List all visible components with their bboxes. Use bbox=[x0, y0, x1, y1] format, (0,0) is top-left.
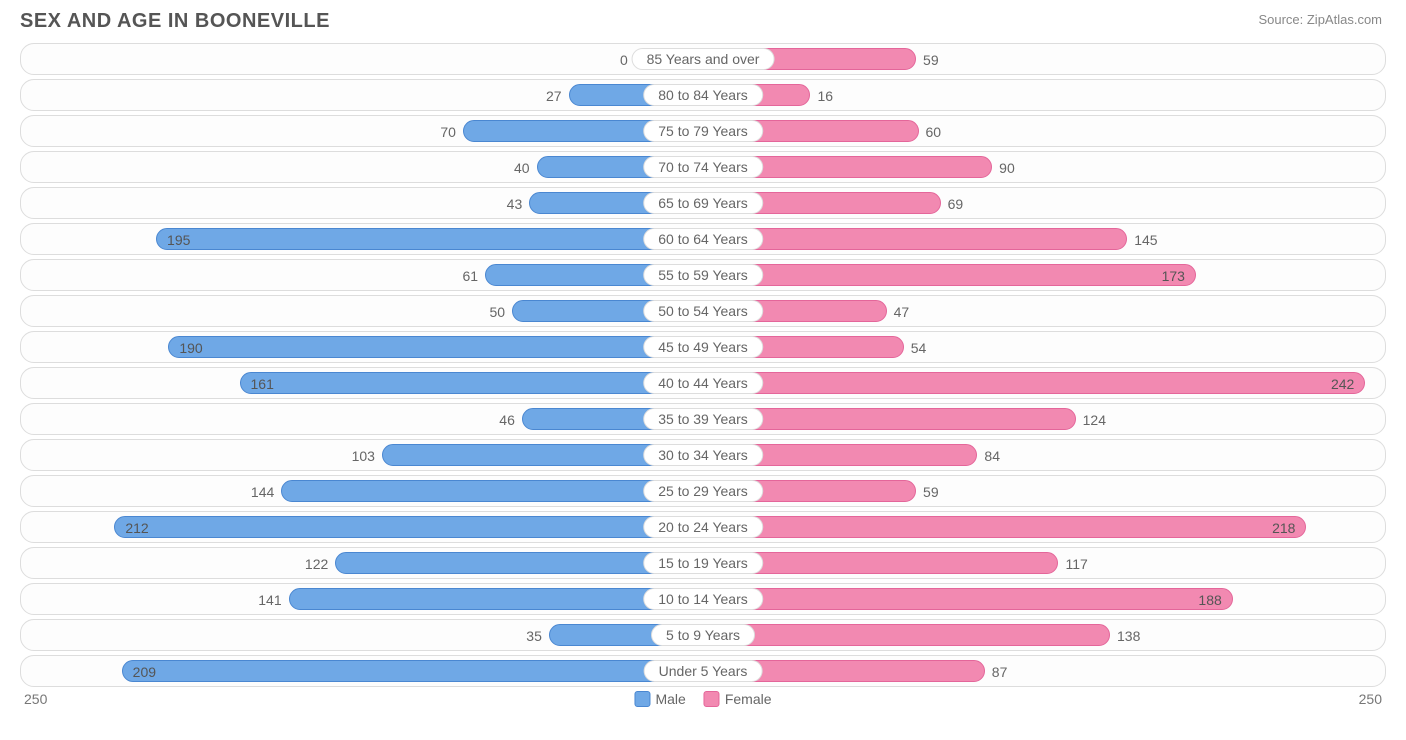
legend-label-female: Female bbox=[725, 691, 772, 707]
legend-swatch-female bbox=[704, 691, 720, 707]
age-label: 65 to 69 Years bbox=[643, 192, 763, 214]
male-value: 161 bbox=[251, 373, 274, 395]
male-value: 141 bbox=[258, 589, 289, 611]
legend-item-male: Male bbox=[634, 691, 685, 707]
age-row: 190 54 45 to 49 Years bbox=[20, 331, 1386, 363]
female-value: 69 bbox=[940, 193, 964, 215]
age-row: 46 124 35 to 39 Years bbox=[20, 403, 1386, 435]
female-bar: 138 bbox=[703, 624, 1110, 646]
age-label: 50 to 54 Years bbox=[643, 300, 763, 322]
axis-max-right: 250 bbox=[1359, 691, 1382, 707]
age-label: 85 Years and over bbox=[632, 48, 775, 70]
axis-and-legend-row: 250 250 Male Female bbox=[20, 691, 1386, 715]
male-value: 35 bbox=[526, 625, 550, 647]
age-row: 70 60 75 to 79 Years bbox=[20, 115, 1386, 147]
age-row: 61 173 55 to 59 Years bbox=[20, 259, 1386, 291]
age-label: 25 to 29 Years bbox=[643, 480, 763, 502]
legend-label-male: Male bbox=[655, 691, 685, 707]
age-label: 35 to 39 Years bbox=[643, 408, 763, 430]
age-label: 5 to 9 Years bbox=[651, 624, 755, 646]
population-pyramid-chart: 05985 Years and over271680 to 84 Years70… bbox=[20, 43, 1386, 687]
age-row: 50 47 50 to 54 Years bbox=[20, 295, 1386, 327]
age-row: 122 117 15 to 19 Years bbox=[20, 547, 1386, 579]
age-label: 15 to 19 Years bbox=[643, 552, 763, 574]
axis-max-left: 250 bbox=[24, 691, 47, 707]
male-value: 40 bbox=[514, 157, 538, 179]
age-row: 209 87 Under 5 Years bbox=[20, 655, 1386, 687]
male-bar: 195 bbox=[156, 228, 703, 250]
age-row: 212 218 20 to 24 Years bbox=[20, 511, 1386, 543]
male-bar: 209 bbox=[122, 660, 703, 682]
female-bar: 145 bbox=[703, 228, 1127, 250]
age-label: 40 to 44 Years bbox=[643, 372, 763, 394]
male-value: 27 bbox=[546, 85, 570, 107]
male-value: 43 bbox=[507, 193, 531, 215]
female-value: 47 bbox=[886, 301, 910, 323]
male-value: 103 bbox=[352, 445, 383, 467]
female-value: 87 bbox=[984, 661, 1008, 683]
age-row: 144 59 25 to 29 Years bbox=[20, 475, 1386, 507]
age-label: Under 5 Years bbox=[644, 660, 763, 682]
age-row: 103 84 30 to 34 Years bbox=[20, 439, 1386, 471]
female-value: 16 bbox=[809, 85, 833, 107]
age-row: 43 69 65 to 69 Years bbox=[20, 187, 1386, 219]
female-value: 60 bbox=[918, 121, 942, 143]
female-value: 117 bbox=[1057, 553, 1087, 575]
age-label: 10 to 14 Years bbox=[643, 588, 763, 610]
male-value: 61 bbox=[462, 265, 486, 287]
age-row: 351385 to 9 Years bbox=[20, 619, 1386, 651]
male-value: 144 bbox=[251, 481, 282, 503]
male-value: 50 bbox=[489, 301, 513, 323]
age-label: 55 to 59 Years bbox=[643, 264, 763, 286]
male-value: 209 bbox=[133, 661, 156, 683]
female-value: 59 bbox=[915, 49, 939, 71]
female-value: 59 bbox=[915, 481, 939, 503]
female-value: 218 bbox=[1272, 517, 1295, 539]
age-label: 80 to 84 Years bbox=[643, 84, 763, 106]
male-bar: 144 bbox=[281, 480, 703, 502]
legend-item-female: Female bbox=[704, 691, 772, 707]
female-value: 54 bbox=[903, 337, 927, 359]
male-bar: 141 bbox=[289, 588, 703, 610]
age-row: 40 90 70 to 74 Years bbox=[20, 151, 1386, 183]
legend: Male Female bbox=[634, 691, 771, 707]
female-value: 138 bbox=[1109, 625, 1140, 647]
female-value: 145 bbox=[1126, 229, 1157, 251]
female-value: 124 bbox=[1075, 409, 1106, 431]
female-bar: 173 bbox=[703, 264, 1196, 286]
male-value: 190 bbox=[179, 337, 202, 359]
female-bar: 242 bbox=[703, 372, 1365, 394]
age-label: 75 to 79 Years bbox=[643, 120, 763, 142]
female-value: 188 bbox=[1198, 589, 1221, 611]
female-bar: 188 bbox=[703, 588, 1233, 610]
legend-swatch-male bbox=[634, 691, 650, 707]
age-row: 161 242 40 to 44 Years bbox=[20, 367, 1386, 399]
age-row: 27 16 80 to 84 Years bbox=[20, 79, 1386, 111]
male-value: 195 bbox=[167, 229, 190, 251]
male-bar: 161 bbox=[240, 372, 703, 394]
age-label: 30 to 34 Years bbox=[643, 444, 763, 466]
male-value: 70 bbox=[440, 121, 464, 143]
male-bar: 190 bbox=[168, 336, 703, 358]
male-value: 46 bbox=[499, 409, 523, 431]
female-bar: 218 bbox=[703, 516, 1306, 538]
female-value: 90 bbox=[991, 157, 1015, 179]
age-label: 45 to 49 Years bbox=[643, 336, 763, 358]
male-value: 122 bbox=[305, 553, 336, 575]
chart-title: SEX AND AGE IN BOONEVILLE bbox=[20, 10, 1386, 33]
female-value: 173 bbox=[1162, 265, 1185, 287]
age-label: 70 to 74 Years bbox=[643, 156, 763, 178]
age-row: 141 188 10 to 14 Years bbox=[20, 583, 1386, 615]
age-label: 60 to 64 Years bbox=[643, 228, 763, 250]
female-value: 242 bbox=[1331, 373, 1354, 395]
source-attribution: Source: ZipAtlas.com bbox=[1258, 12, 1382, 27]
age-row: 05985 Years and over bbox=[20, 43, 1386, 75]
age-label: 20 to 24 Years bbox=[643, 516, 763, 538]
age-row: 19514560 to 64 Years bbox=[20, 223, 1386, 255]
female-value: 84 bbox=[976, 445, 1000, 467]
male-bar: 212 bbox=[114, 516, 703, 538]
male-value: 212 bbox=[125, 517, 148, 539]
